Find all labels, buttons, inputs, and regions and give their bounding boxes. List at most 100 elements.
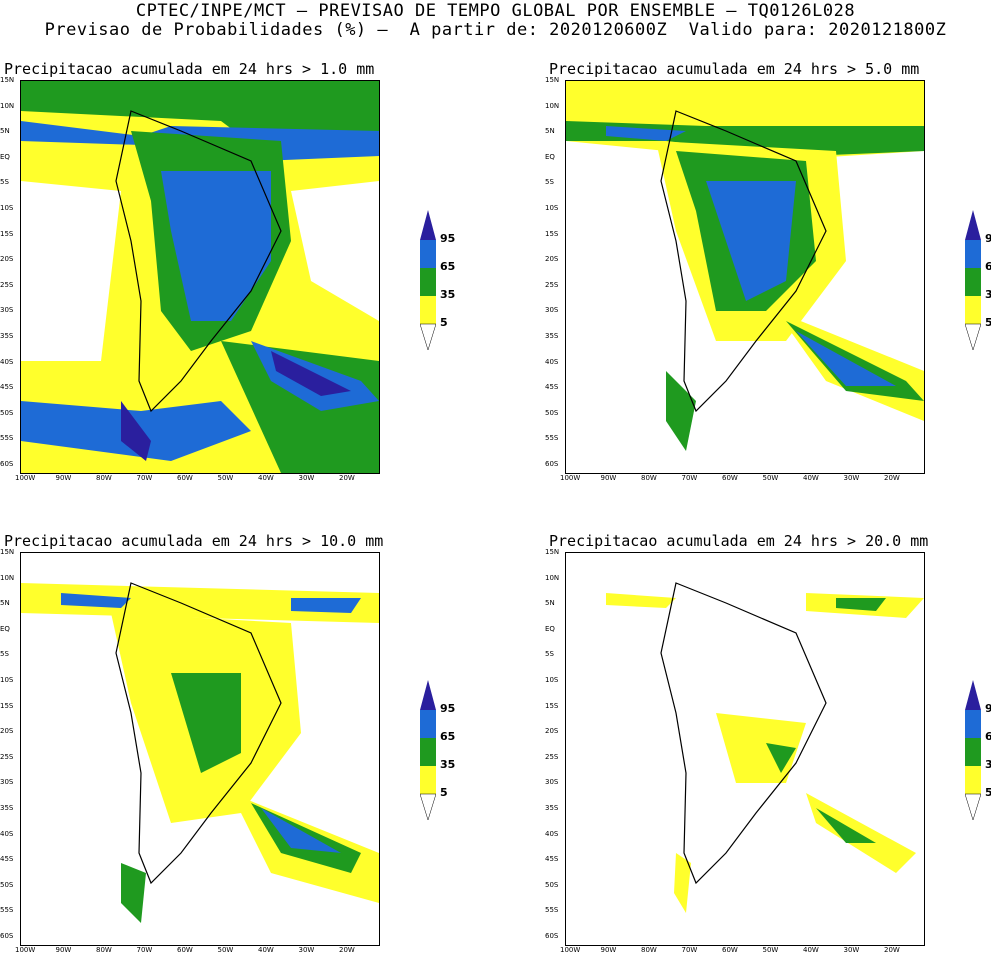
lat-tick-label: 60S <box>545 460 559 468</box>
map-canvas <box>21 81 379 473</box>
lon-tick-label: 50W <box>217 946 234 954</box>
lon-tick-label: 60W <box>722 474 738 482</box>
lat-tick-label: 10N <box>0 101 15 110</box>
panel-10mm: Precipitacao acumulada em 24 hrs > 10.0 … <box>0 532 450 962</box>
lat-tick-label: 40S <box>545 357 559 366</box>
lon-tick-label: 50W <box>217 474 234 482</box>
lon-tick-label: 20W <box>339 474 355 482</box>
lat-tick-label: EQ <box>545 152 555 161</box>
lat-tick-label: 15S <box>0 701 14 710</box>
lon-tick-label: 90W <box>55 474 72 482</box>
cb-label: 65 <box>985 730 991 743</box>
lat-tick-label: 5N <box>0 127 10 136</box>
panel-20mm: Precipitacao acumulada em 24 hrs > 20.0 … <box>545 532 991 962</box>
lon-tick-label: 60W <box>177 946 193 954</box>
lat-tick-label: 15S <box>545 701 559 710</box>
lat-tick-label: 5S <box>545 178 554 187</box>
cb-label: 65 <box>440 260 456 273</box>
cb-label: 35 <box>440 288 456 301</box>
lat-tick-label: 55S <box>0 434 14 443</box>
lon-tick-label: 60W <box>177 474 193 482</box>
colorbar: 95 65 35 5 <box>419 680 455 824</box>
lat-tick-label: 10S <box>545 676 559 684</box>
lat-tick-label: EQ <box>545 624 555 633</box>
lon-tick-label: 80W <box>641 946 657 954</box>
probability-map <box>20 80 380 474</box>
lat-tick-label: 50S <box>0 408 14 417</box>
cb-label: 35 <box>440 758 456 771</box>
lat-tick-label: 5N <box>0 599 10 608</box>
lon-tick-label: 50W <box>762 946 779 954</box>
lat-tick-label: 15N <box>0 548 15 556</box>
lat-tick-label: 5S <box>0 650 9 659</box>
lon-tick-label: 70W <box>136 474 153 482</box>
lat-tick-label: 10N <box>0 573 15 582</box>
probability-map <box>20 552 380 946</box>
lon-tick-label: 60W <box>722 946 738 954</box>
main-title: CPTEC/INPE/MCT — PREVISAO DE TEMPO GLOBA… <box>135 1 856 21</box>
cb-label: 95 <box>985 702 991 715</box>
lat-tick-label: 55S <box>545 906 559 915</box>
lat-tick-label: 10S <box>0 204 14 212</box>
lat-tick-label: 40S <box>0 829 14 838</box>
cb-label: 65 <box>985 260 991 273</box>
lon-tick-label: 90W <box>55 946 72 954</box>
lat-tick-label: 35S <box>0 332 14 340</box>
lat-tick-label: 5N <box>545 127 555 136</box>
lon-tick-label: 20W <box>339 946 355 954</box>
probability-map <box>565 80 925 474</box>
lat-tick-label: 20S <box>545 255 559 264</box>
cb-label: 35 <box>985 758 991 771</box>
lat-tick-label: 45S <box>0 383 14 392</box>
lat-tick-label: 25S <box>0 752 14 761</box>
lon-tick-label: 70W <box>136 946 153 954</box>
lat-tick-label: 60S <box>0 932 14 940</box>
lat-tick-label: 25S <box>0 280 14 289</box>
cb-label: 65 <box>440 730 456 743</box>
lat-tick-label: 40S <box>0 357 14 366</box>
lat-tick-label: 15N <box>545 76 560 84</box>
lat-tick-label: 45S <box>545 855 559 864</box>
lon-tick-label: 90W <box>600 946 617 954</box>
lon-tick-label: 100W <box>560 946 581 954</box>
lat-tick-label: 10N <box>545 101 560 110</box>
map-canvas <box>21 553 379 945</box>
probability-map <box>565 552 925 946</box>
lat-tick-label: 60S <box>545 932 559 940</box>
cb-label: 95 <box>440 232 456 245</box>
colorbar: 95 65 35 5 <box>964 210 991 354</box>
lat-tick-label: 55S <box>545 434 559 443</box>
lat-tick-label: 15N <box>545 548 560 556</box>
cb-label: 5 <box>440 786 448 799</box>
lat-tick-label: 30S <box>545 306 559 315</box>
lat-tick-label: 20S <box>0 727 14 736</box>
lon-tick-label: 40W <box>258 946 274 954</box>
lon-tick-label: 30W <box>843 474 860 482</box>
lat-tick-label: 10S <box>545 204 559 212</box>
lat-tick-label: 20S <box>0 255 14 264</box>
lon-tick-label: 80W <box>96 946 112 954</box>
colorbar-swatches <box>964 210 982 351</box>
lon-tick-label: 40W <box>803 946 819 954</box>
lat-tick-label: 5N <box>545 599 555 608</box>
lat-tick-label: 5S <box>0 178 9 187</box>
lon-tick-label: 50W <box>762 474 779 482</box>
lon-tick-label: 30W <box>843 946 860 954</box>
lat-tick-label: 35S <box>0 804 14 812</box>
panel-title: Precipitacao acumulada em 24 hrs > 1.0 m… <box>4 60 375 78</box>
panel-5mm: Precipitacao acumulada em 24 hrs > 5.0 m… <box>545 60 991 490</box>
lon-tick-label: 100W <box>15 474 36 482</box>
lat-tick-label: 20S <box>545 727 559 736</box>
lon-tick-label: 90W <box>600 474 617 482</box>
colorbar: 95 65 35 5 <box>964 680 991 824</box>
lat-tick-label: 30S <box>0 778 14 787</box>
lon-tick-label: 80W <box>96 474 112 482</box>
lat-tick-label: EQ <box>0 624 10 633</box>
map-canvas <box>566 553 924 945</box>
lon-tick-label: 40W <box>258 474 274 482</box>
colorbar-swatches <box>419 210 437 351</box>
colorbar-swatches <box>964 680 982 821</box>
lat-tick-label: 40S <box>545 829 559 838</box>
lat-tick-label: 45S <box>545 383 559 392</box>
lat-tick-label: 15S <box>545 229 559 238</box>
